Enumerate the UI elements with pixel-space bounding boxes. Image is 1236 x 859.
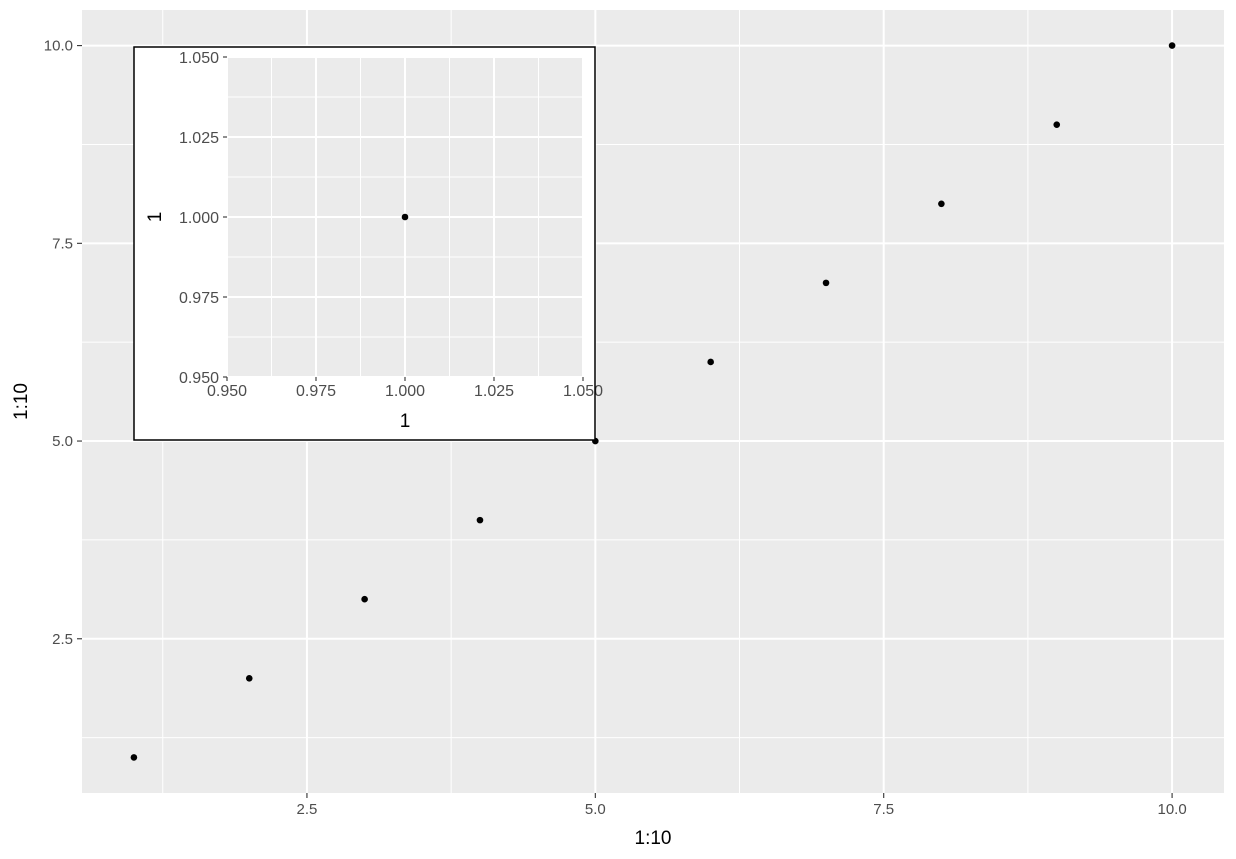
main-y-axis-title: 1:10 — [11, 383, 32, 420]
inset-x-axis-title: 1 — [400, 411, 411, 432]
data-point — [401, 213, 409, 221]
inset-plot: 0.950 0.975 1.000 1.025 1.050 0.950 0.975 1.00… — [133, 46, 603, 441]
inset-y-axis-ticks: 0.950 0.975 1.000 1.025 1.050 — [179, 50, 227, 387]
y-tick-label: 1.025 — [179, 130, 219, 147]
y-tick-label: 7.5 — [52, 235, 73, 252]
main-x-axis-title: 1:10 — [635, 828, 672, 849]
y-tick-label: 10.0 — [44, 38, 73, 55]
x-tick-label: 0.950 — [207, 383, 247, 400]
main-y-axis-ticks: 2.5 5.0 7.5 10.0 — [44, 38, 82, 648]
y-tick-label: 0.975 — [179, 290, 219, 307]
x-tick-label: 1.025 — [474, 383, 514, 400]
inset-border — [133, 46, 596, 441]
x-tick-label: 1.000 — [385, 383, 425, 400]
y-tick-label: 1.000 — [179, 210, 219, 227]
x-tick-label: 0.975 — [296, 383, 336, 400]
y-tick-label: 2.5 — [52, 631, 73, 648]
data-point — [1053, 121, 1061, 128]
y-tick-label: 0.950 — [179, 370, 219, 387]
x-tick-label: 10.0 — [1157, 801, 1186, 818]
inset-y-axis-title: 1 — [145, 212, 166, 223]
x-tick-label: 5.0 — [585, 801, 606, 818]
data-point — [476, 516, 484, 524]
data-point — [822, 279, 830, 287]
y-tick-label: 1.050 — [179, 50, 219, 67]
data-point — [245, 675, 253, 682]
data-point — [130, 754, 138, 761]
x-tick-label: 2.5 — [297, 801, 318, 818]
y-tick-label: 5.0 — [52, 433, 73, 450]
data-point — [938, 200, 945, 208]
inset-points — [401, 213, 409, 221]
data-point — [707, 358, 714, 366]
data-point — [361, 595, 368, 603]
inset-x-axis-ticks: 0.950 0.975 1.000 1.025 1.050 — [207, 377, 603, 400]
main-x-axis-ticks: 2.5 5.0 7.5 10.0 — [297, 793, 1187, 818]
x-tick-label: 7.5 — [873, 801, 894, 818]
x-tick-label: 1.050 — [563, 383, 603, 400]
data-point — [1168, 42, 1176, 49]
